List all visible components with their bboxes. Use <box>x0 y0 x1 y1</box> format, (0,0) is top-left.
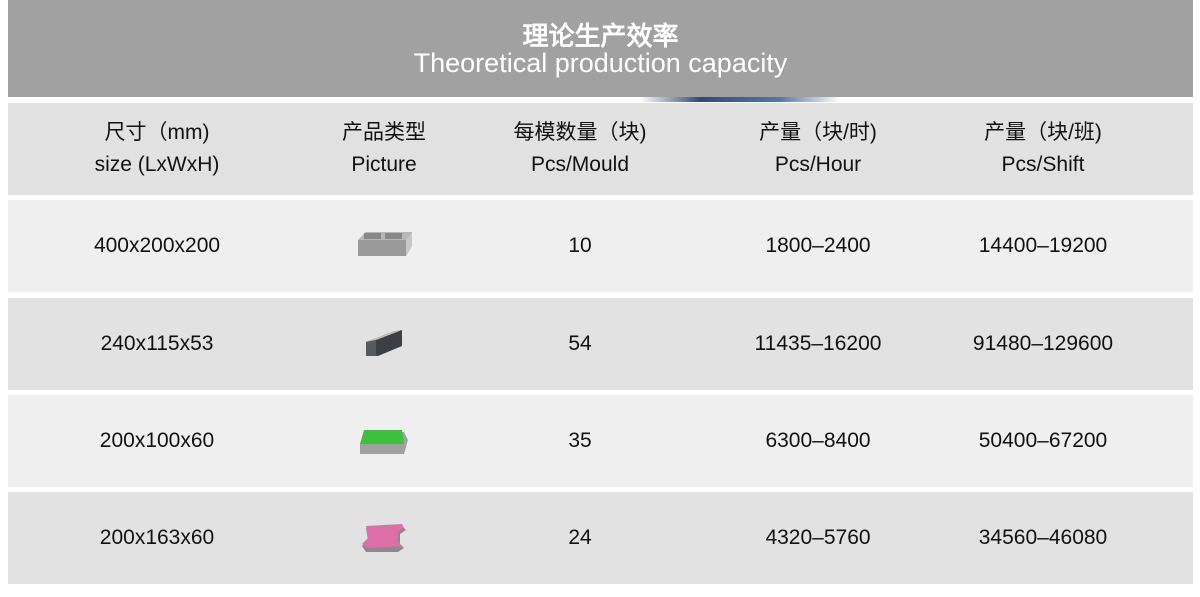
hour-cell: 11435–16200 <box>754 332 882 355</box>
header-hour: 产量（块/时) Pcs/Hour <box>759 103 877 195</box>
title-banner: 理论生产效率 Theoretical production capacity <box>8 0 1193 97</box>
shift-cell: 34560–46080 <box>978 526 1108 549</box>
header-shift: 产量（块/班) Pcs/Shift <box>984 103 1102 195</box>
hour-cell: 6300–8400 <box>765 429 871 452</box>
table-header: 尺寸（mm) size (LxWxH) 产品类型 Picture 每模数量（块) Pc… <box>8 103 1193 195</box>
header-en: Pcs/Mould <box>530 153 630 176</box>
header-cn: 尺寸（mm) <box>104 121 210 144</box>
hour-cell: 4320–5760 <box>765 526 871 549</box>
size-cell: 400x200x200 <box>93 234 221 257</box>
shift-cell: 91480–129600 <box>972 332 1114 355</box>
header-picture: 产品类型 Picture <box>342 103 426 195</box>
shift-cell: 50400–67200 <box>978 429 1108 452</box>
mould-cell: 54 <box>568 332 592 355</box>
table-row: 200x100x60 35 6300–8400 50400–67200 <box>8 395 1193 487</box>
green-paver-icon <box>358 395 410 487</box>
table-row: 240x115x53 54 11435–16200 91480–129600 <box>8 298 1193 390</box>
solid-brick-icon <box>364 298 404 390</box>
size-cell: 200x100x60 <box>99 429 215 452</box>
header-en: Pcs/Hour <box>774 153 862 176</box>
header-size: 尺寸（mm) size (LxWxH) <box>95 103 220 195</box>
mould-cell: 35 <box>568 429 592 452</box>
title-en: Theoretical production capacity <box>413 48 788 78</box>
title-cn: 理论生产效率 <box>522 21 679 51</box>
size-cell: 200x163x60 <box>99 526 215 549</box>
hour-cell: 1800–2400 <box>765 234 871 257</box>
pink-interlock-paver-icon <box>358 492 410 584</box>
mould-cell: 24 <box>568 526 592 549</box>
hollow-block-icon <box>354 200 414 292</box>
table-row: 400x200x200 10 1800–2400 14400–19200 <box>8 200 1193 292</box>
header-mould: 每模数量（块) Pcs/Mould <box>514 103 647 195</box>
table-row: 200x163x60 24 4320–5760 34560–46080 <box>8 492 1193 584</box>
mould-cell: 10 <box>568 234 592 257</box>
header-en: Picture <box>351 153 417 176</box>
decorative-image-strip <box>640 97 840 102</box>
header-en: Pcs/Shift <box>1001 153 1085 176</box>
header-cn: 产品类型 <box>342 121 426 144</box>
header-cn: 产量（块/班) <box>984 121 1102 144</box>
header-cn: 每模数量（块) <box>513 121 647 144</box>
header-en: size (LxWxH) <box>94 153 220 176</box>
size-cell: 240x115x53 <box>100 332 214 355</box>
header-cn: 产量（块/时) <box>759 121 877 144</box>
shift-cell: 14400–19200 <box>978 234 1108 257</box>
